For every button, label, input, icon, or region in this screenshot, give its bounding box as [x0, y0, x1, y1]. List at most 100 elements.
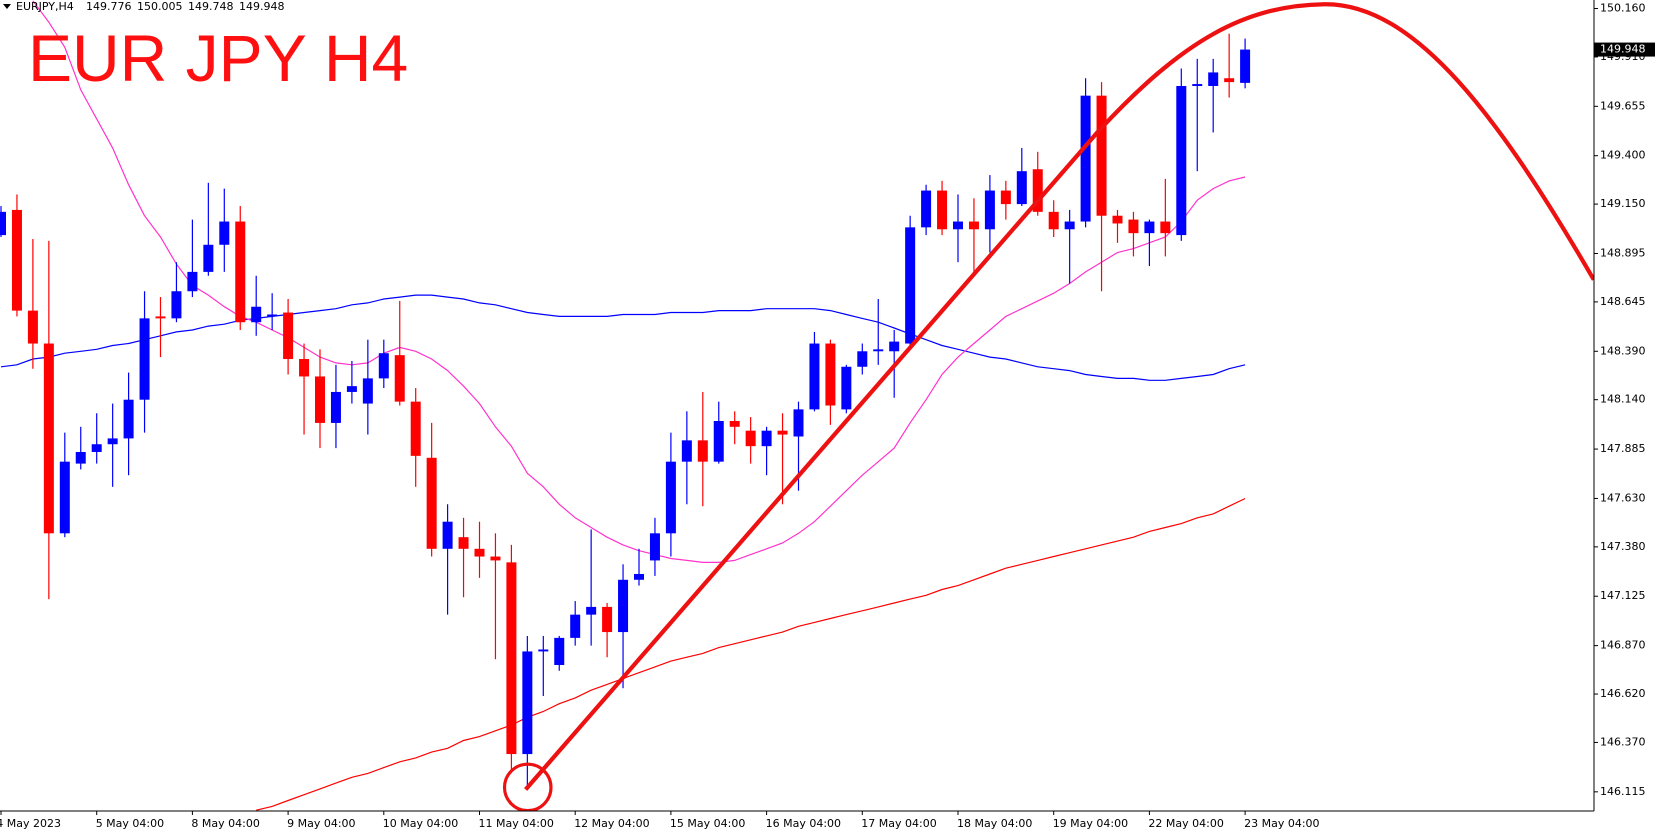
- candle-body: [1192, 84, 1203, 86]
- candle-body: [91, 444, 102, 452]
- header-high: 150.005: [137, 0, 183, 13]
- candle-body: [1160, 221, 1171, 234]
- candle-body: [394, 355, 405, 402]
- x-tick-label: 10 May 04:00: [383, 817, 458, 830]
- candle-body: [889, 341, 900, 352]
- moving-average: [0, 294, 1246, 381]
- candle-body: [330, 391, 341, 423]
- y-tick-label: 149.655: [1600, 99, 1646, 112]
- candle-body: [697, 440, 708, 462]
- candle-body: [809, 343, 820, 410]
- y-tick-label: 148.895: [1600, 246, 1646, 259]
- candle-body: [841, 366, 852, 410]
- candle-body: [713, 420, 724, 462]
- candle-body: [1032, 169, 1043, 212]
- candle-body: [1064, 221, 1075, 230]
- x-tick-label: 9 May 04:00: [287, 817, 355, 830]
- x-tick-label: 16 May 04:00: [766, 817, 841, 830]
- y-tick-label: 146.370: [1600, 735, 1646, 748]
- x-tick-label: 17 May 04:00: [861, 817, 936, 830]
- chart-title: EUR JPY H4: [28, 21, 408, 95]
- candle-body: [1208, 72, 1219, 86]
- candle-body: [777, 430, 788, 435]
- candle-body: [283, 312, 294, 360]
- menu-triangle: [3, 4, 11, 9]
- y-tick-label: 148.645: [1600, 295, 1646, 308]
- candle-body: [139, 318, 150, 400]
- y-tick-label: 147.125: [1600, 589, 1646, 602]
- candle-body: [745, 430, 756, 447]
- candle-body: [171, 291, 182, 319]
- candle-body: [299, 359, 310, 377]
- candle-body: [59, 461, 70, 534]
- y-tick-label: 148.390: [1600, 344, 1646, 357]
- header-close: 149.948: [239, 0, 285, 13]
- candle-body: [267, 314, 278, 317]
- candle-body: [27, 310, 38, 344]
- price-label: 149.948: [1600, 43, 1646, 56]
- candle-body: [43, 343, 54, 534]
- candle-body: [968, 221, 979, 230]
- candle-body: [1096, 95, 1107, 216]
- candle-body: [586, 606, 597, 615]
- candle-body: [570, 614, 581, 638]
- candle-body: [426, 457, 437, 549]
- y-tick-label: 149.150: [1600, 197, 1646, 210]
- candle-body: [729, 420, 740, 427]
- candle-body: [937, 190, 948, 230]
- x-tick-label: 8 May 04:00: [191, 817, 259, 830]
- x-tick-label: 12 May 04:00: [574, 817, 649, 830]
- candle-body: [984, 190, 995, 230]
- candle-body: [1112, 215, 1123, 224]
- candle-body: [761, 430, 772, 447]
- y-tick-label: 146.620: [1600, 687, 1646, 700]
- candle-body: [857, 351, 868, 367]
- header-open: 149.776: [86, 0, 132, 13]
- x-tick-label: 11 May 04:00: [479, 817, 554, 830]
- candle-body: [649, 533, 660, 561]
- candle-body: [1144, 221, 1155, 234]
- y-tick-label: 148.140: [1600, 393, 1646, 406]
- candle-body: [155, 316, 166, 319]
- candle-body: [522, 651, 533, 755]
- candle-body: [1128, 219, 1139, 234]
- candle-body: [458, 537, 469, 549]
- y-tick-label: 146.115: [1600, 785, 1646, 798]
- y-tick-label: 150.160: [1600, 2, 1646, 15]
- candle-body: [107, 438, 118, 445]
- y-tick-label: 146.870: [1600, 639, 1646, 652]
- x-tick-label: 23 May 04:00: [1244, 817, 1319, 830]
- candle-body: [602, 606, 613, 633]
- candle-body: [203, 244, 214, 272]
- x-tick-label: 22 May 04:00: [1148, 817, 1223, 830]
- y-tick-label: 147.885: [1600, 442, 1646, 455]
- candle-body: [506, 562, 517, 755]
- plot-area: [0, 0, 1251, 811]
- candle-body: [1000, 190, 1011, 205]
- candle-body: [346, 386, 357, 392]
- x-tick-label: 5 May 04:00: [96, 817, 164, 830]
- candle-body: [378, 353, 389, 379]
- candle-body: [474, 548, 485, 557]
- candle-body: [315, 376, 325, 423]
- symbol: EURJPY,H4: [16, 0, 74, 13]
- candle-body: [793, 409, 804, 437]
- candle-body: [554, 637, 565, 665]
- candle-body: [235, 221, 246, 323]
- candle-body: [634, 573, 644, 580]
- candle-body: [362, 378, 373, 404]
- candle-body: [410, 401, 421, 456]
- price-label-box: [1594, 42, 1655, 57]
- candle-body: [1224, 78, 1235, 83]
- candle-body: [538, 649, 549, 652]
- candle-body: [953, 221, 963, 230]
- candle-body: [11, 209, 22, 311]
- candle-body: [681, 440, 692, 462]
- candle-body: [219, 221, 230, 245]
- y-tick-label: 149.400: [1600, 149, 1646, 162]
- x-tick-label: 15 May 04:00: [670, 817, 745, 830]
- x-tick-label: 19 May 04:00: [1053, 817, 1128, 830]
- x-tick-label: 18 May 04:00: [957, 817, 1032, 830]
